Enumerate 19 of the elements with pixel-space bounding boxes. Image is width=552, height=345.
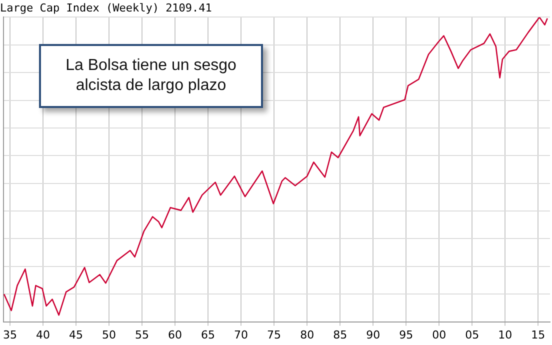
x-tick-label: 85	[333, 328, 348, 342]
x-tick-label: 55	[135, 328, 150, 342]
chart-title: Large Cap Index (Weekly) 2109.41	[0, 1, 212, 14]
x-tick-label: 70	[234, 328, 248, 342]
x-tick-label: 10	[498, 328, 512, 342]
x-tick-label: 80	[300, 328, 314, 342]
x-tick-label: 95	[399, 328, 414, 342]
x-tick-label: 15	[531, 328, 546, 342]
x-tick-label: 40	[36, 328, 50, 342]
x-tick-label: 75	[267, 328, 282, 342]
x-tick-label: 00	[432, 328, 446, 342]
x-tick-label: 50	[102, 328, 116, 342]
x-tick-label: 90	[366, 328, 380, 342]
x-tick-label: 60	[168, 328, 182, 342]
x-tick-label: 45	[69, 328, 84, 342]
x-tick-label: 65	[201, 328, 216, 342]
callout-box: La Bolsa tiene un sesgo alcista de largo plazo	[39, 44, 263, 108]
x-tick-label: 05	[465, 328, 480, 342]
x-tick-label: 35	[3, 328, 17, 342]
